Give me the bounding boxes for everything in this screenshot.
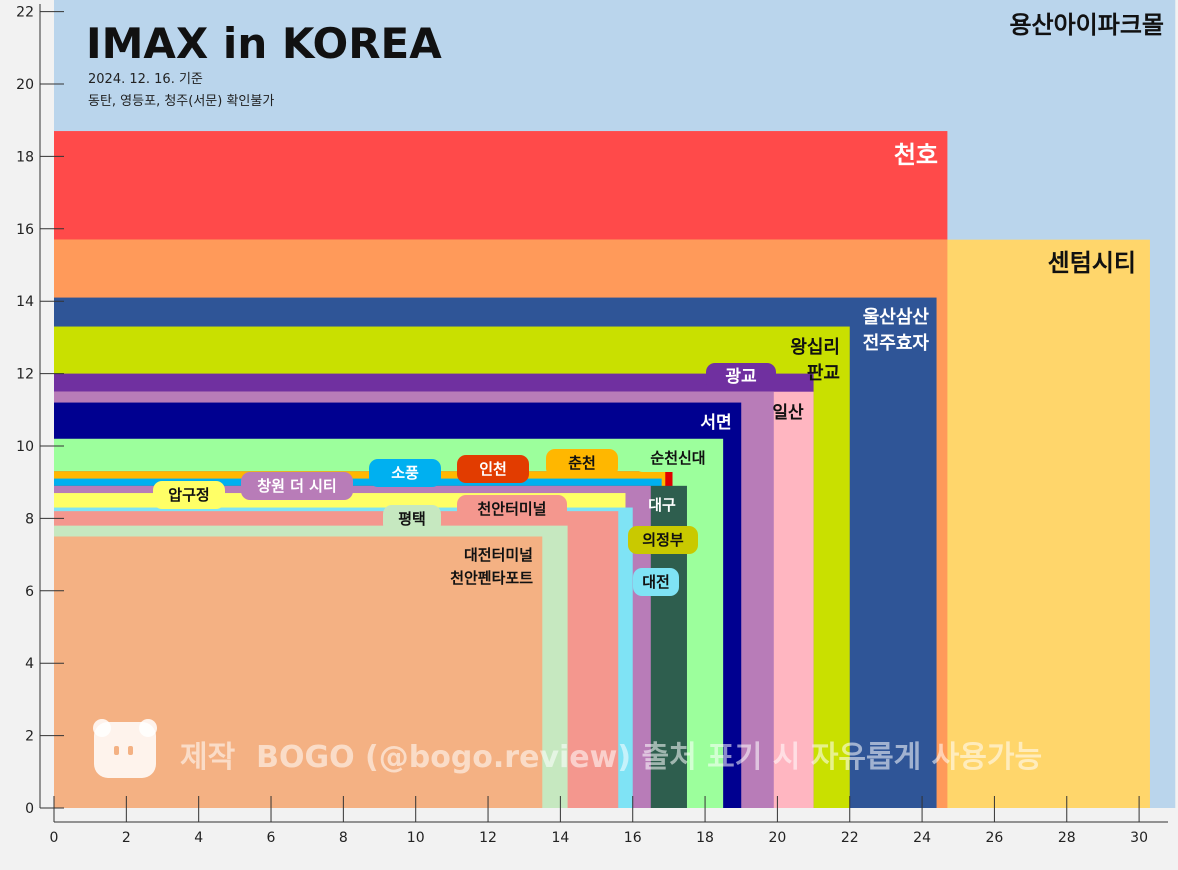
label-pill-10 [634, 444, 722, 472]
x-tick-label-1: 2 [122, 830, 131, 846]
x-tick-label-12: 24 [913, 830, 931, 846]
y-tick-label-8: 16 [16, 222, 34, 238]
x-tick-label-15: 30 [1130, 830, 1148, 846]
x-tick-label-10: 20 [768, 830, 786, 846]
series-label-5-line-1: 판교 [807, 363, 840, 384]
series-label-16: 압구정 [168, 486, 209, 504]
label-pill-11 [457, 455, 529, 483]
series-label-7: 일산 [772, 403, 804, 423]
label-pill-19 [383, 505, 441, 533]
y-tick-label-11: 22 [16, 5, 34, 21]
y-tick-label-0: 0 [25, 801, 34, 817]
series-label-15: 창원 더 시티 [257, 477, 336, 495]
series-label-20-line-1: 천안펜타포트 [450, 569, 533, 587]
y-tick-label-9: 18 [16, 149, 34, 165]
series-label-10: 순천신대 [650, 449, 705, 467]
label-pill-21 [628, 526, 698, 554]
label-pill-12 [546, 449, 618, 477]
chart-title: IMAX in KOREA [86, 19, 442, 68]
series-label-4-line-1: 전주효자 [863, 333, 930, 354]
series-label-19: 평택 [398, 510, 426, 528]
series-label-9: 서면 [700, 413, 731, 433]
y-tick-label-10: 20 [16, 77, 34, 93]
series-label-17: 대전 [642, 573, 670, 591]
x-tick-label-14: 28 [1058, 830, 1076, 846]
chart-subtitle-date: 2024. 12. 16. 기준 [88, 72, 203, 87]
series-label-21: 의정부 [642, 531, 684, 549]
series-label-14: 대구 [648, 496, 676, 514]
label-pill-6 [706, 363, 776, 391]
series-label-20-line-0: 대전터미널 [464, 546, 533, 564]
series-label-5-line-0: 왕십리 [790, 337, 840, 358]
x-tick-label-5: 10 [407, 830, 425, 846]
series-label-13: 소풍 [391, 464, 419, 482]
series-label-2: 센텀시티 [1048, 249, 1136, 277]
x-tick-label-6: 12 [479, 830, 497, 846]
label-pill-16 [153, 481, 225, 509]
y-tick-label-4: 8 [25, 511, 34, 527]
x-tick-label-9: 18 [696, 830, 714, 846]
series-label-11: 인천 [479, 460, 507, 478]
series-label-1: 천호 [894, 141, 938, 169]
series-label-6: 광교 [725, 367, 757, 387]
y-tick-label-1: 2 [25, 729, 34, 745]
chart-subtitle-note: 동탄, 영등포, 청주(서문) 확인불가 [88, 94, 274, 109]
y-tick-label-7: 14 [16, 294, 34, 310]
x-tick-label-8: 16 [624, 830, 642, 846]
y-tick-label-3: 6 [25, 584, 34, 600]
x-tick-label-13: 26 [986, 830, 1004, 846]
series-label-18: 천안터미널 [477, 500, 546, 518]
x-tick-label-2: 4 [194, 830, 203, 846]
x-tick-label-3: 6 [267, 830, 276, 846]
label-pill-13 [369, 459, 441, 487]
x-tick-label-4: 8 [339, 830, 348, 846]
x-tick-label-11: 22 [841, 830, 859, 846]
y-tick-label-6: 12 [16, 367, 34, 383]
series-label-12: 춘천 [568, 454, 596, 472]
label-pill-17 [633, 568, 679, 596]
label-pill-18 [457, 495, 567, 523]
x-tick-label-0: 0 [50, 830, 59, 846]
bear-logo [93, 719, 157, 778]
x-tick-label-7: 14 [551, 830, 569, 846]
label-pill-15 [241, 472, 353, 500]
bars-layer [54, 0, 1176, 809]
watermark: 제작 BOGO (@bogo.review) 출처 표기 시 자유롭게 사용가능 [180, 740, 1042, 775]
y-tick-label-2: 4 [25, 656, 34, 672]
series-label-4-line-0: 울산삼산 [863, 307, 930, 328]
y-tick-label-5: 10 [16, 439, 34, 455]
series-label-0: 용산아이파크몰 [1009, 11, 1164, 39]
